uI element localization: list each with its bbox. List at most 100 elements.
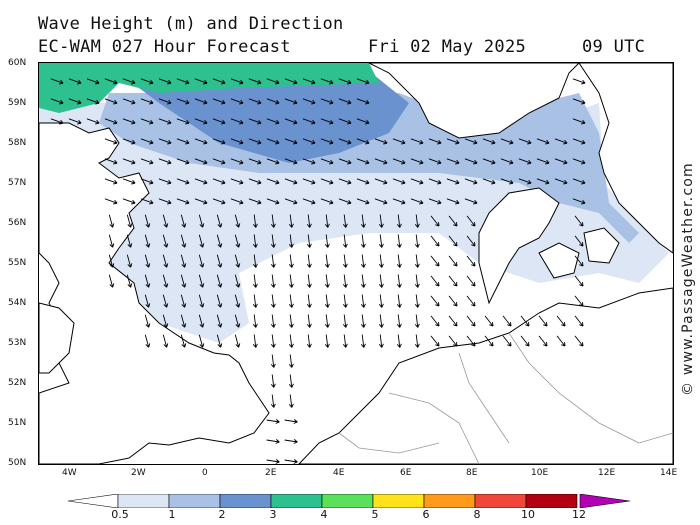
wave-arrow	[270, 314, 276, 328]
wave-arrow	[248, 78, 262, 85]
wave-arrow	[306, 274, 312, 288]
legend-swatch	[372, 494, 425, 508]
wave-arrow	[212, 78, 226, 85]
wave-arrow	[212, 158, 226, 165]
wave-arrow	[252, 254, 258, 268]
denmark-jutland	[478, 187, 560, 305]
wave-arrow	[122, 158, 136, 165]
wave-arrow	[144, 274, 151, 288]
wave-arrow	[144, 234, 151, 248]
wave-arrow	[144, 214, 151, 228]
wave-arrow	[284, 439, 298, 444]
wave-arrow	[572, 138, 586, 145]
wave-arrow	[230, 178, 244, 185]
wave-arrow	[108, 234, 115, 248]
wave-arrow	[466, 335, 476, 347]
wave-arrow	[158, 98, 172, 105]
wave-arrow	[338, 118, 352, 125]
wave-arrow	[288, 214, 294, 228]
wave-arrow	[356, 98, 370, 105]
wave-arrow	[306, 214, 312, 228]
map-title: Wave Height (m) and Direction	[38, 14, 344, 34]
wave-arrow	[288, 334, 294, 348]
wave-arrow	[288, 234, 294, 248]
wave-arrow	[288, 294, 294, 308]
wave-arrow	[446, 158, 460, 165]
wave-arrow	[162, 294, 169, 308]
wave-arrow	[140, 98, 154, 105]
legend-tick: 1	[168, 508, 176, 521]
wave-arrow	[288, 354, 294, 368]
wave-arrow	[572, 118, 586, 125]
wave-arrow	[448, 255, 458, 267]
wave-arrow	[176, 138, 190, 145]
wave-arrow	[574, 315, 584, 327]
wave-arrow	[162, 254, 169, 268]
wave-arrow	[140, 118, 154, 125]
band-2-3	[119, 71, 409, 163]
wave-arrow	[536, 138, 550, 145]
wave-arrow	[248, 98, 262, 105]
wave-arrow	[448, 235, 458, 247]
wave-arrow	[248, 118, 262, 125]
wave-arrow	[356, 178, 370, 185]
wave-arrow	[446, 178, 460, 185]
wave-arrow	[574, 295, 584, 307]
wave-arrow	[234, 334, 241, 348]
wave-arrow	[430, 295, 440, 307]
wave-arrow	[342, 234, 348, 248]
lon-label: 4E	[333, 468, 345, 478]
wave-arrow	[430, 335, 440, 347]
band-3-4	[39, 63, 379, 113]
wave-arrow	[270, 394, 276, 408]
wave-arrow	[144, 314, 151, 328]
lon-label: 8E	[466, 468, 478, 478]
wave-arrow	[122, 118, 136, 125]
wave-arrow	[396, 274, 402, 288]
wave-arrow	[216, 294, 223, 308]
sweden	[578, 63, 673, 254]
legend-swatch	[525, 494, 578, 508]
wave-arrow	[126, 214, 133, 228]
lat-label: 53N	[8, 338, 27, 348]
wave-arrow	[484, 315, 494, 327]
lon-label: 12E	[598, 468, 616, 478]
wave-arrow	[180, 274, 187, 288]
wave-arrow	[266, 198, 280, 205]
norway	[368, 63, 580, 139]
zealand	[583, 227, 620, 264]
wave-arrow	[212, 138, 226, 145]
wave-arrow	[428, 138, 442, 145]
wave-arrow	[288, 274, 294, 288]
wave-arrow	[288, 254, 294, 268]
wave-arrow	[198, 254, 205, 268]
wave-arrow	[554, 178, 568, 185]
legend-tick: 0.5	[111, 508, 129, 521]
lon-label: 6E	[400, 468, 412, 478]
wave-arrow	[360, 274, 366, 288]
wave-arrow	[234, 214, 241, 228]
wave-arrow	[378, 254, 384, 268]
wave-arrow	[500, 138, 514, 145]
wave-arrow	[572, 178, 586, 185]
wave-arrow	[122, 78, 136, 85]
wave-arrow	[234, 234, 241, 248]
lat-label: 56N	[8, 218, 27, 228]
wave-arrow	[108, 214, 115, 228]
wave-arrow	[392, 178, 406, 185]
lat-label: 55N	[8, 258, 27, 268]
wave-arrow	[466, 315, 476, 327]
wave-arrow	[158, 138, 172, 145]
wave-arrow	[284, 98, 298, 105]
wave-arrow	[518, 158, 532, 165]
wave-arrow	[572, 198, 586, 205]
wave-arrow	[302, 138, 316, 145]
wave-arrow	[320, 198, 334, 205]
wave-arrow	[180, 294, 187, 308]
wave-arrow	[302, 98, 316, 105]
land	[39, 63, 673, 464]
wave-arrow	[396, 254, 402, 268]
wave-arrow	[482, 178, 496, 185]
wave-arrow	[324, 314, 330, 328]
wave-arrow	[520, 315, 530, 327]
